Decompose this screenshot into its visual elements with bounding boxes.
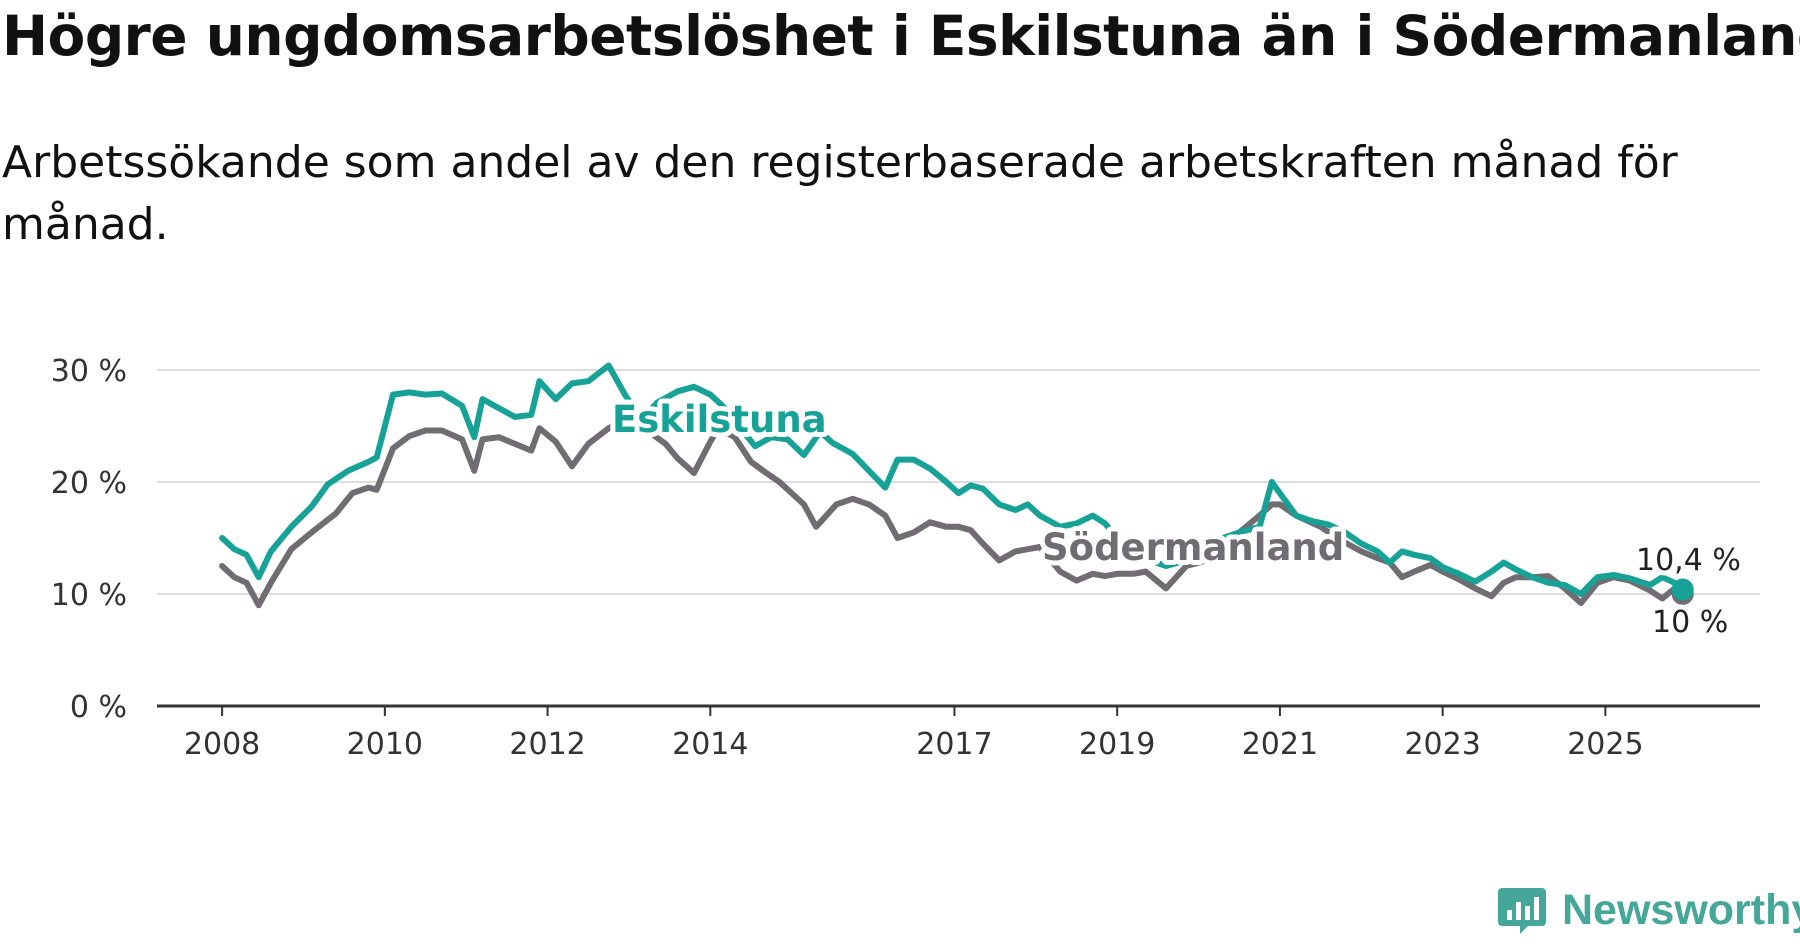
series-label-eskilstuna: Eskilstuna — [612, 398, 827, 441]
x-tick-label: 2010 — [347, 727, 423, 762]
end-point-eskilstuna — [1671, 578, 1694, 601]
end-value-sodermanland: 10 % — [1652, 605, 1728, 640]
end-value-eskilstuna: 10,4 % — [1636, 543, 1741, 578]
y-tick-label: 0 % — [70, 690, 127, 725]
x-tick-label: 2012 — [509, 727, 585, 762]
x-tick-label: 2008 — [184, 727, 260, 762]
newsworthy-logo-icon — [1498, 888, 1546, 934]
x-tick-label: 2017 — [916, 727, 992, 762]
series-lines — [219, 362, 1694, 609]
x-tick-label: 2019 — [1079, 727, 1155, 762]
axes: 0 % 10 % 20 % 30 % 2008 2010 2012 2014 2017 2019 2… — [51, 354, 1760, 762]
y-tick-label: 10 % — [51, 578, 127, 613]
brand-name: Newsworthy — [1562, 886, 1800, 934]
series-line-eskilstuna — [219, 362, 1686, 597]
x-tick-label: 2021 — [1242, 727, 1318, 762]
chart-title: Högre ungdomsarbetslöshet i Eskilstuna ä… — [2, 4, 1800, 68]
series-label-sodermanland: Södermanland — [1042, 526, 1344, 569]
y-tick-label: 20 % — [51, 466, 127, 501]
series-line-södermanland — [219, 408, 1686, 609]
x-tick-label: 2014 — [672, 727, 748, 762]
y-tick-label: 30 % — [51, 354, 127, 389]
x-tick-label: 2025 — [1567, 727, 1643, 762]
x-tick-label: 2023 — [1404, 727, 1480, 762]
series-labels: Eskilstuna Södermanland 10,4 % 10 % — [607, 393, 1746, 645]
gridlines — [157, 369, 1760, 595]
chart-subtitle: Arbetssökande som andel av den registerb… — [2, 137, 1678, 250]
